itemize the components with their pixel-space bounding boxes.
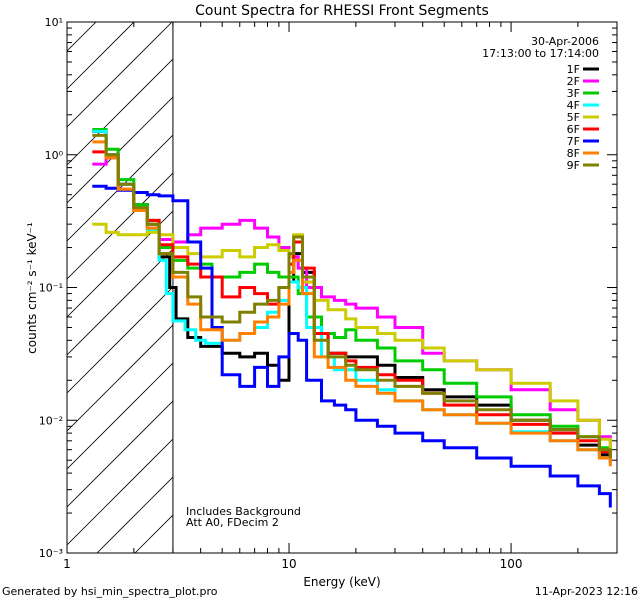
chart-title: Count Spectra for RHESSI Front Segments [195, 3, 489, 19]
x-tick-label: 10 [281, 557, 296, 571]
y-axis-label: counts cm⁻² s⁻¹ keV⁻¹ [25, 222, 39, 354]
hatch-line [67, 58, 174, 166]
hatch-line [67, 172, 174, 280]
x-axis-label: Energy (keV) [303, 575, 380, 589]
generated-by-note: Generated by hsi_min_spectra_plot.pro [2, 585, 218, 598]
legend-label-2F: 2F [567, 75, 580, 88]
legend-label-6F: 6F [567, 123, 580, 136]
y-tick-label: 10⁰ [45, 149, 64, 162]
axes: 1 10 100 10⁻³ 10⁻² 10⁻¹ 10⁰ 10¹ [39, 16, 618, 571]
x-tick-label: 100 [500, 557, 523, 571]
hatch-line [134, 514, 174, 553]
x-tick-label: 1 [63, 557, 71, 571]
legend-label-3F: 3F [567, 87, 580, 100]
hatch-line [67, 96, 174, 204]
hatch-line [67, 22, 97, 52]
annotation-line: 30-Apr-2006 [531, 35, 599, 48]
y-tick-label: 10¹ [45, 16, 63, 29]
legend-label-4F: 4F [567, 99, 580, 112]
series-line-5F [92, 222, 612, 455]
hatch-line [96, 476, 174, 553]
y-tick-label: 10⁻¹ [39, 282, 63, 295]
legend-label-8F: 8F [567, 147, 580, 160]
hatch-line [67, 362, 174, 470]
hatch-line [67, 22, 135, 90]
series-group [92, 128, 612, 508]
series-line-7F [92, 184, 612, 508]
series-line-9F [92, 133, 612, 458]
plot-note-line: Att A0, FDecim 2 [186, 516, 279, 529]
legend-label-9F: 9F [567, 159, 580, 172]
legend-label-1F: 1F [567, 63, 580, 76]
plot-note-line: Includes Background [186, 505, 301, 518]
hatch-line [67, 438, 174, 546]
hatch-line [67, 22, 173, 128]
legend-label-5F: 5F [567, 111, 580, 124]
generation-timestamp: 11-Apr-2023 12:16 [535, 585, 638, 598]
hatch-line [67, 400, 174, 508]
y-tick-label: 10⁻² [39, 414, 63, 427]
hatch-line [67, 324, 174, 432]
legend-label-7F: 7F [567, 135, 580, 148]
y-tick-label: 10⁻³ [39, 547, 63, 560]
hatch-line [67, 286, 174, 394]
annotation-line: 17:13:00 to 17:14:00 [482, 47, 599, 60]
hatch-line [67, 248, 174, 356]
